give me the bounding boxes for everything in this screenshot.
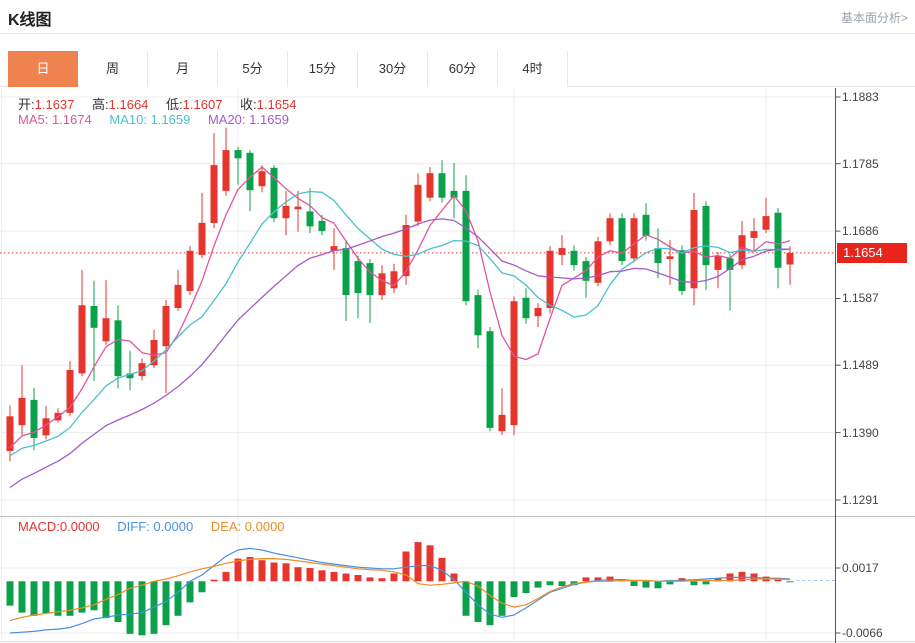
price-tick-label: 1.1587 <box>842 291 879 305</box>
price-tick-label: 1.1686 <box>842 224 879 238</box>
tab-day[interactable]: 日 <box>8 51 78 87</box>
ohlc-indicator-row: 开:1.1637 高:1.1664 低:1.1607 收:1.1654 <box>18 94 310 113</box>
macd-indicator-row: MACD:0.0000 DIFF: 0.0000 DEA: 0.0000 <box>18 519 299 534</box>
tab-5min[interactable]: 5分 <box>218 51 288 87</box>
macd-label: MACD: <box>18 519 60 534</box>
ma5-value: 1.1674 <box>51 112 92 127</box>
tab-week[interactable]: 周 <box>78 51 148 87</box>
price-tick-label: 1.1291 <box>842 493 879 507</box>
ma-indicator-row: MA5: 1.1674 MA10: 1.1659 MA20: 1.1659 <box>18 112 303 127</box>
ma10-value: 1.1659 <box>150 112 191 127</box>
ma20-label: MA20: <box>207 112 246 127</box>
diff-label: DIFF: <box>117 519 150 534</box>
macd-tick-label: 0.0017 <box>842 561 879 575</box>
open-value: 1.1637 <box>34 97 75 112</box>
macd-tick-label: -0.0066 <box>842 626 883 640</box>
dea-label: DEA: <box>210 519 242 534</box>
page-header: K线图 基本面分析> <box>0 0 915 34</box>
current-price-badge: 1.1654 <box>837 243 907 263</box>
tab-4hour[interactable]: 4时 <box>498 51 568 87</box>
price-tick-label: 1.1390 <box>842 426 879 440</box>
open-label: 开: <box>18 97 35 112</box>
page-title: K线图 <box>8 12 52 29</box>
high-label: 高: <box>92 97 109 112</box>
price-tick-label: 1.1489 <box>842 358 879 372</box>
period-tabbar: 日 周 月 5分 15分 30分 60分 4时 <box>0 51 915 87</box>
close-label: 收: <box>240 97 257 112</box>
macd-value: 0.0000 <box>59 519 100 534</box>
price-tick-label: 1.1785 <box>842 157 879 171</box>
tab-month[interactable]: 月 <box>148 51 218 87</box>
close-value: 1.1654 <box>256 97 297 112</box>
dea-value: 0.0000 <box>244 519 285 534</box>
ma5-label: MA5: <box>18 112 49 127</box>
price-tick-label: 1.1883 <box>842 90 879 104</box>
tab-30min[interactable]: 30分 <box>358 51 428 87</box>
low-value: 1.1607 <box>182 97 223 112</box>
ma20-value: 1.1659 <box>249 112 289 127</box>
tab-60min[interactable]: 60分 <box>428 51 498 87</box>
fundamental-analysis-link[interactable]: 基本面分析> <box>840 11 908 25</box>
tab-15min[interactable]: 15分 <box>288 51 358 87</box>
ma10-label: MA10: <box>109 112 147 127</box>
low-label: 低: <box>166 97 183 112</box>
diff-value: 0.0000 <box>153 519 194 534</box>
high-value: 1.1664 <box>108 97 149 112</box>
